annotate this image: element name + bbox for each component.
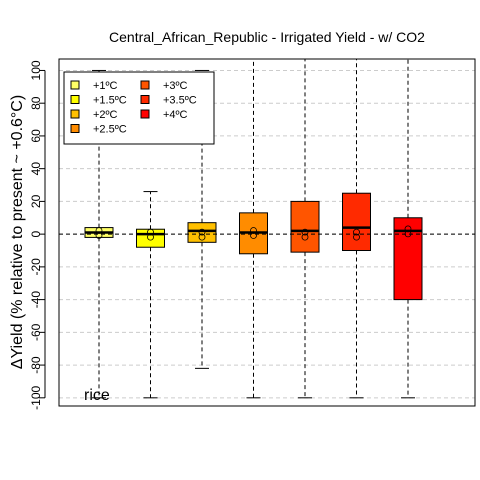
mean-marker <box>95 227 103 234</box>
chart-title: Central_African_Republic - Irrigated Yie… <box>109 29 425 45</box>
box <box>187 222 217 243</box>
legend-swatch <box>70 80 80 90</box>
legend-item: +1.5ºC <box>70 95 127 107</box>
legend-item: +2ºC <box>70 109 118 121</box>
legend-item: +4ºC <box>140 109 188 121</box>
y-tick-label: -100 <box>29 385 43 409</box>
legend-item: +1ºC <box>70 80 118 92</box>
legend-swatch <box>140 95 150 104</box>
legend-swatch <box>70 109 80 119</box>
box-plot <box>136 191 165 399</box>
y-axis-label: ΔYield (% relative to present ~ +0.6°C) <box>9 95 26 369</box>
mean-marker <box>95 232 103 239</box>
mean-marker <box>250 232 257 239</box>
y-axis: -100 -80 -60 -40 -20 0 20 40 60 80 100 <box>29 60 46 410</box>
box <box>136 228 165 248</box>
legend-label: +3.5ºC <box>163 95 197 107</box>
mean-marker <box>301 228 309 236</box>
y-tick-label: 20 <box>29 194 43 208</box>
box-plot <box>290 59 320 399</box>
legend-label: +2.5ºC <box>93 124 127 136</box>
y-tick-label: -60 <box>29 323 43 341</box>
crop-annotation: rice <box>84 387 110 404</box>
legend: +1ºC +1.5ºC +2ºC +2.5ºC +3ºC +3.5ºC +4ºC <box>63 71 215 145</box>
y-tick-label: 0 <box>29 230 43 237</box>
legend-label: +3ºC <box>163 80 188 92</box>
legend-swatch <box>70 95 80 104</box>
y-tick-label: -40 <box>29 291 43 309</box>
legend-swatch <box>140 109 150 119</box>
legend-swatch <box>70 124 80 133</box>
y-tick-label: 100 <box>29 60 43 80</box>
legend-label: +4ºC <box>163 109 188 121</box>
mean-marker <box>147 228 154 236</box>
legend-frame <box>63 71 215 145</box>
box <box>342 192 371 252</box>
legend-swatch <box>140 80 150 90</box>
legend-label: +1.5ºC <box>93 95 127 107</box>
box-plot <box>342 59 371 399</box>
legend-label: +2ºC <box>93 109 118 121</box>
mean-marker <box>250 227 257 234</box>
legend-label: +1ºC <box>93 80 118 92</box>
y-tick-label: 40 <box>29 162 43 176</box>
box-plot <box>239 59 268 399</box>
y-tick-label: 60 <box>29 129 43 143</box>
legend-item: +3.5ºC <box>140 95 197 107</box>
legend-item: +3ºC <box>140 80 188 92</box>
box-plot <box>393 59 423 399</box>
mean-marker <box>353 228 360 236</box>
mean-marker <box>404 225 412 233</box>
box-plot <box>84 69 114 399</box>
box-plots <box>59 59 475 399</box>
y-tick-label: -20 <box>29 258 43 276</box>
plot-frame <box>58 58 476 407</box>
y-tick-label: 80 <box>29 96 43 110</box>
y-tick-label: -80 <box>29 356 43 374</box>
legend-item: +2.5ºC <box>70 124 127 136</box>
mean-marker <box>198 228 206 236</box>
box <box>290 200 320 253</box>
